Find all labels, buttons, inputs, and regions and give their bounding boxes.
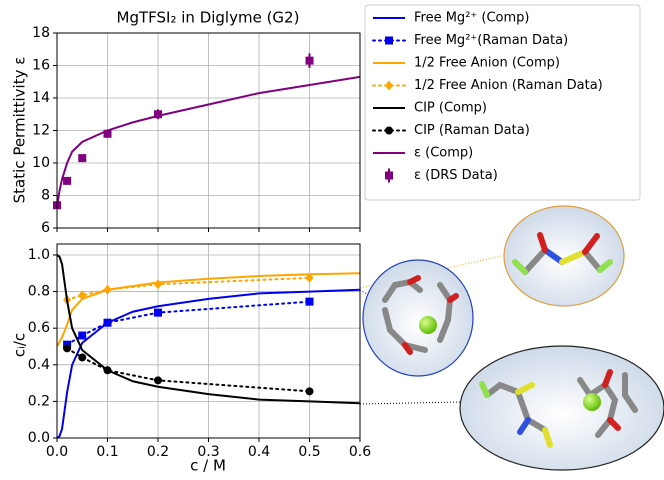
y-tick-label: 1.0: [28, 247, 50, 263]
cip-molecule: [479, 369, 638, 448]
anion-molecule: [512, 232, 613, 275]
anion-bubble: [503, 205, 625, 307]
marker: [103, 366, 112, 375]
x-tick-label: 0.0: [46, 444, 68, 460]
marker: [305, 387, 314, 396]
legend-label: 1/2 Free Anion (Raman Data): [414, 78, 603, 93]
series-line: [66, 300, 311, 346]
mg-molecule: [382, 275, 459, 355]
y-tick-label: 0.2: [28, 393, 50, 409]
marker: [305, 56, 314, 65]
marker: [154, 376, 162, 385]
plot-frame: [56, 243, 361, 439]
y-tick-label: 18: [32, 25, 50, 41]
x-tick-label: 0.6: [349, 444, 371, 460]
legend-label: CIP (Raman Data): [414, 123, 530, 138]
plot-frame: [56, 32, 361, 229]
marker: [154, 308, 162, 317]
y-tick-label: 16: [32, 58, 50, 74]
y-axis-label: Static Permittivity ε: [11, 57, 29, 204]
y-tick-label: 12: [32, 123, 50, 139]
legend-label: Free Mg²⁺ (Comp): [414, 11, 529, 26]
y-tick-label: 0.8: [28, 284, 50, 300]
legend-label: 1/2 Free Anion (Comp): [414, 56, 560, 71]
legend-label: ε (Comp): [414, 146, 473, 161]
y-tick-label: 0.6: [28, 320, 50, 336]
marker: [63, 176, 72, 185]
legend-label: CIP (Comp): [414, 101, 487, 116]
legend-marker: [385, 36, 393, 45]
x-tick-label: 0.5: [298, 444, 320, 460]
series-line: [66, 347, 311, 393]
legend-label: ε (DRS Data): [414, 168, 498, 183]
legend-label: Free Mg²⁺(Raman Data): [414, 33, 568, 48]
y-tick-label: 8: [41, 188, 50, 204]
connector: [359, 401, 461, 405]
x-tick-label: 0.4: [248, 444, 270, 460]
marker: [78, 331, 87, 340]
x-tick-label: 0.3: [197, 444, 219, 460]
marker: [78, 290, 87, 301]
mg-ion: [419, 316, 437, 334]
marker: [154, 279, 162, 290]
chart-title: MgTFSI₂ in Diglyme (G2): [117, 9, 300, 27]
cip-bubble: [459, 345, 664, 471]
marker: [103, 129, 112, 138]
x-axis-label: c / M: [190, 457, 226, 475]
marker: [103, 318, 112, 327]
y-tick-label: 6: [41, 220, 50, 236]
marker: [63, 344, 72, 353]
y-tick-label: 0.0: [28, 430, 50, 446]
connector: [359, 289, 379, 301]
legend: [364, 4, 641, 201]
y-tick-label: 0.4: [28, 357, 50, 373]
illustrations: [359, 205, 664, 471]
x-tick-label: 0.2: [147, 444, 169, 460]
marker: [154, 110, 162, 119]
marker: [103, 284, 112, 295]
marker: [78, 154, 87, 163]
marker: [305, 272, 314, 283]
x-tick-label: 0.1: [96, 444, 118, 460]
marker: [78, 353, 87, 362]
legend-marker: [385, 80, 393, 91]
y-tick-label: 14: [32, 90, 50, 106]
mg-ion: [583, 393, 601, 411]
legend-marker: [385, 126, 393, 135]
y-tick-label: 10: [32, 155, 50, 171]
marker: [305, 297, 314, 306]
y-axis-label: cᵢ/c: [11, 333, 29, 357]
legend-marker: [385, 171, 393, 180]
